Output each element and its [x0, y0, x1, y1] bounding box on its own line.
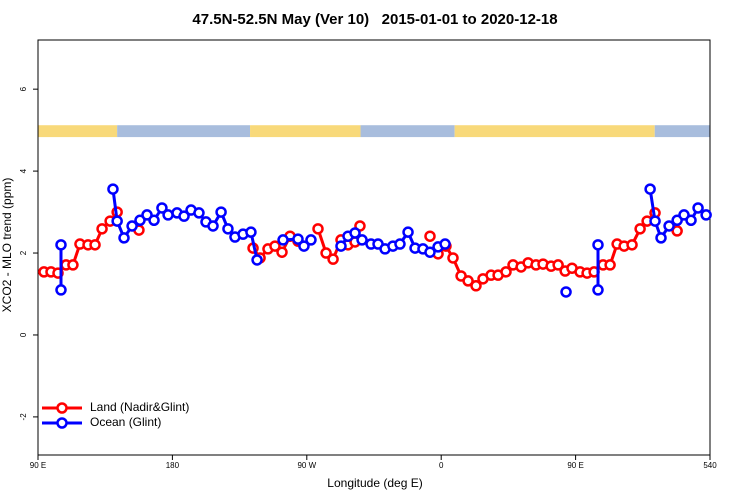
data-point [207, 220, 219, 232]
x-tick-label: 90 W [297, 461, 316, 470]
x-tick-label: 180 [166, 461, 180, 470]
data-point [148, 214, 160, 227]
legend-label: Land (Nadir&Glint) [90, 400, 189, 414]
data-point [245, 226, 257, 238]
data-point [156, 202, 168, 214]
data-point [700, 209, 712, 221]
data-point [671, 225, 683, 237]
data-point [394, 238, 406, 250]
data-point [298, 240, 310, 252]
data-point [222, 223, 234, 235]
data-point [663, 220, 675, 232]
data-point [560, 286, 572, 298]
x-tick-label: 540 [703, 461, 717, 470]
data-point [439, 238, 451, 250]
surface-strip [654, 125, 710, 138]
x-axis-label: Longitude (deg E) [327, 476, 422, 490]
chart-title: 47.5N-52.5N May (Ver 10) 2015-01-01 to 2… [192, 11, 557, 28]
data-point [604, 259, 616, 271]
data-point [67, 259, 79, 271]
data-point [305, 234, 317, 246]
y-tick-label: 4 [19, 168, 28, 173]
data-point [107, 183, 119, 195]
data-point [349, 227, 361, 239]
data-point [424, 230, 436, 242]
data-point [592, 239, 604, 251]
surface-strip [360, 125, 455, 138]
data-point [312, 223, 324, 235]
data-point [292, 233, 304, 245]
data-point [592, 284, 604, 296]
data-point [402, 226, 414, 238]
y-tick-label: 2 [19, 250, 28, 255]
data-point [634, 223, 646, 235]
data-point [215, 206, 227, 218]
data-point [649, 215, 661, 227]
data-point [111, 215, 123, 227]
legend-label: Ocean (Glint) [90, 415, 161, 429]
y-axis-label: XCO2 - MLO trend (ppm) [0, 178, 14, 313]
data-point [162, 209, 174, 221]
legend-marker [56, 417, 68, 429]
data-point [126, 220, 138, 232]
data-point [552, 259, 564, 271]
data-point [193, 207, 205, 219]
y-tick-label: 6 [19, 86, 28, 91]
x-tick-label: 0 [439, 461, 444, 470]
data-point [118, 232, 130, 244]
data-point [626, 239, 638, 251]
data-point [470, 280, 482, 292]
data-point [89, 239, 101, 251]
data-point [55, 239, 67, 251]
data-point [692, 202, 704, 214]
data-point [500, 266, 512, 278]
surface-strip [454, 125, 655, 138]
data-point [356, 234, 368, 246]
data-point [655, 232, 667, 244]
data-point [335, 240, 347, 252]
data-point [55, 284, 67, 296]
data-point [276, 246, 288, 258]
data-point [277, 234, 289, 246]
data-point [644, 183, 656, 195]
data-point [269, 240, 281, 252]
surface-strip [38, 125, 118, 138]
surface-strip [117, 125, 251, 138]
y-tick-label: -2 [19, 413, 28, 421]
data-point [447, 252, 459, 264]
data-point [178, 210, 190, 222]
data-point [462, 275, 474, 287]
data-point [327, 253, 339, 265]
data-point [424, 246, 436, 258]
y-tick-label: 0 [19, 332, 28, 337]
data-point [685, 214, 697, 227]
x-tick-label: 90 E [567, 461, 583, 470]
data-point [251, 254, 263, 266]
legend-marker [56, 402, 68, 414]
data-point [320, 247, 332, 259]
data-point [96, 223, 108, 235]
surface-strip [250, 125, 361, 138]
x-tick-label: 90 E [30, 461, 46, 470]
plot-frame [37, 39, 711, 456]
